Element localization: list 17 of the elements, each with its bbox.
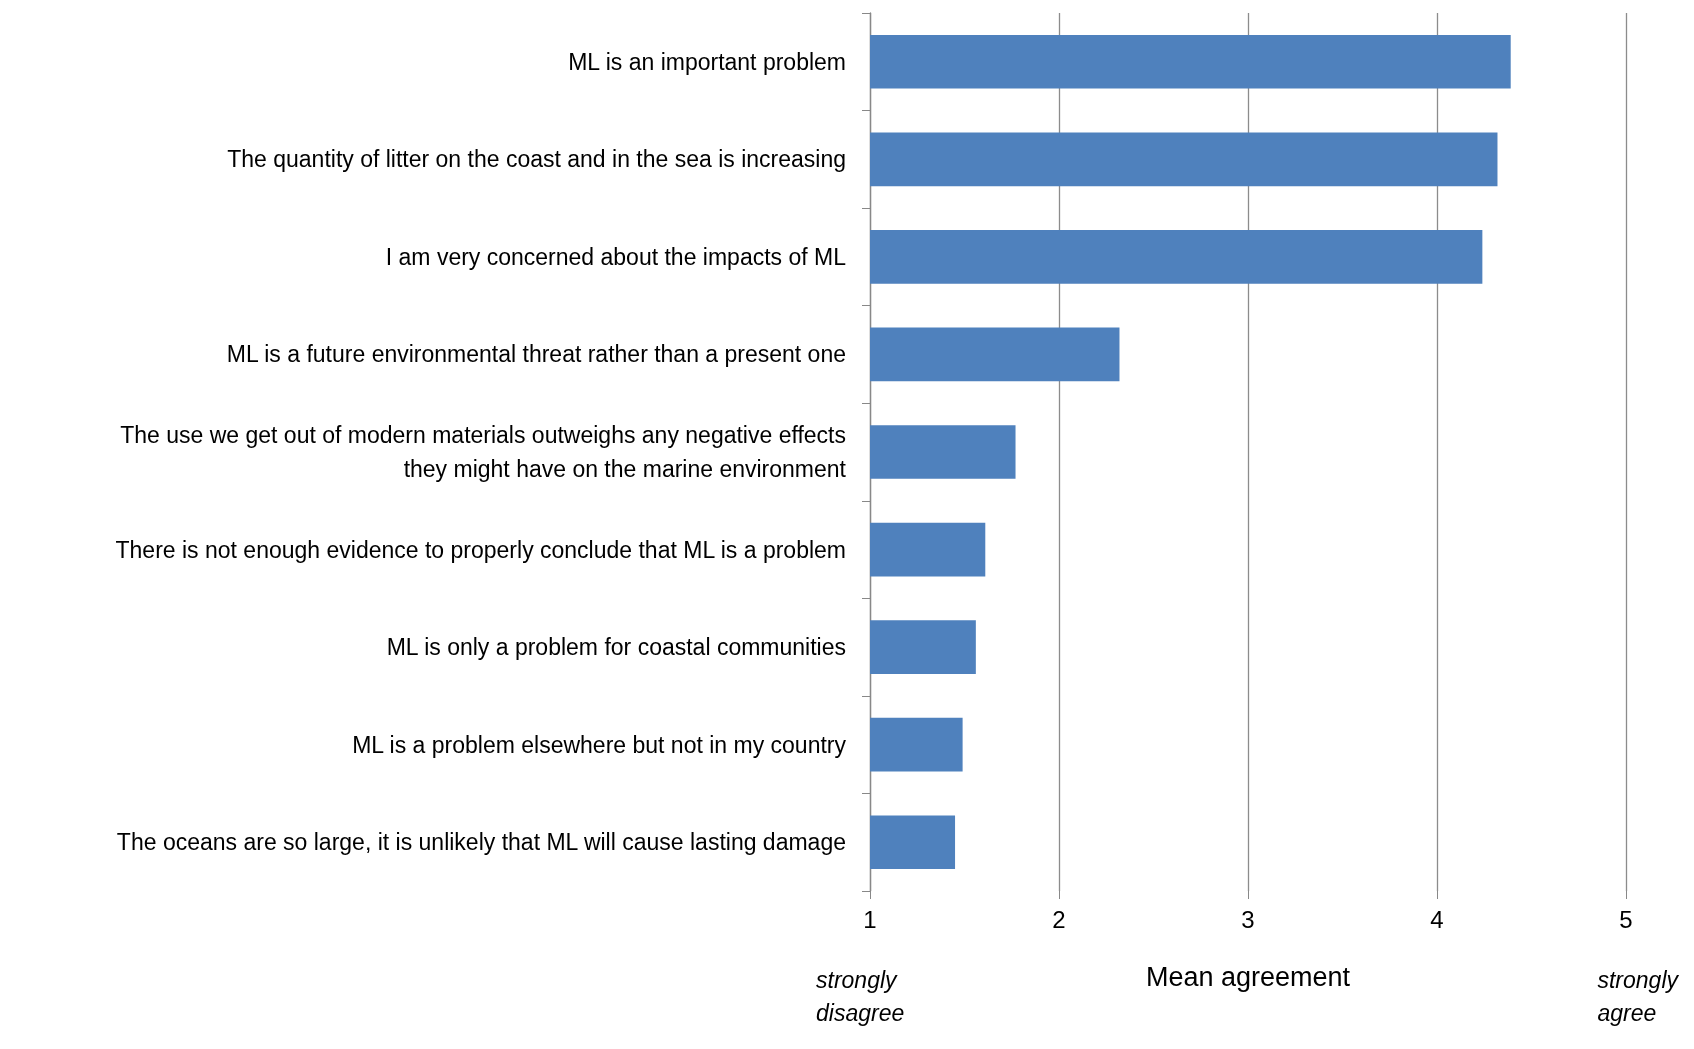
x-tick-label: 5: [1619, 905, 1633, 933]
x-axis-title: Mean agreement: [1145, 961, 1351, 992]
text: strongly agree: [1597, 966, 1680, 1026]
text: strongly disagree: [816, 966, 905, 1026]
y-tick-label: ML is only a problem for coastal communities: [386, 634, 846, 661]
y-tick-label: ML is a future environmental threat rather than a present one: [226, 341, 846, 368]
y-tick-label: The use we get out of modern materials outweighs any negative effects they might have on the marine environment: [120, 422, 847, 482]
y-tick-label: ML is an important problem: [568, 48, 846, 75]
y-tick-label: I am very concerned about the impacts of ML: [385, 243, 847, 270]
y-tick-label: The quantity of litter on the coast and in the sea is increasing: [227, 146, 846, 173]
y-tick-label: The oceans are so large, it is unlikely that ML will cause lasting damage: [116, 829, 846, 856]
x-tick-label: 4: [1430, 905, 1444, 933]
x-tick-label: 3: [1241, 905, 1255, 933]
y-tick-label: There is not enough evidence to properly conclude that ML is a problem: [115, 536, 846, 563]
x-tick-label: 2: [1052, 905, 1066, 933]
x-tick-label: 1: [863, 905, 877, 933]
y-tick-label: ML is a problem elsewhere but not in my country: [352, 731, 847, 758]
